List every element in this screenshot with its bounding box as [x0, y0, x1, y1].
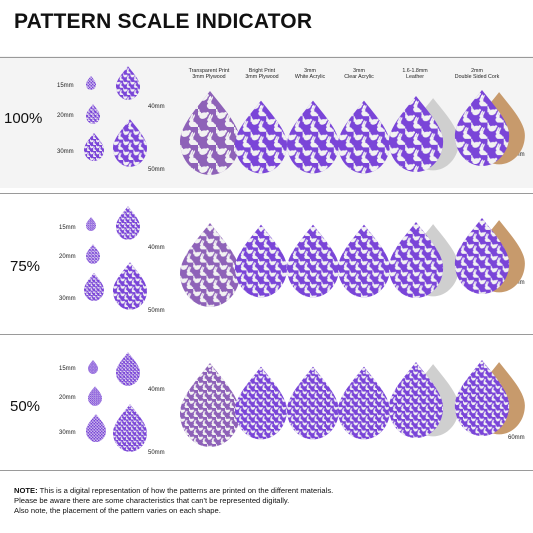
teardrop-sample-small	[88, 386, 102, 406]
teardrop-material	[287, 224, 339, 298]
teardrop-sample-small	[84, 273, 104, 301]
size-label-40: 40mm	[148, 387, 165, 393]
size-label-40: 40mm	[148, 104, 165, 110]
teardrop-cork	[454, 218, 525, 294]
size-label-60: 60mm	[508, 435, 525, 441]
teardrop-material	[338, 224, 390, 298]
teardrop-material	[338, 366, 390, 440]
material-header: Bright Print 3mm Plywood	[245, 68, 279, 81]
size-label-20: 20mm	[59, 254, 76, 260]
teardrop-cork	[454, 360, 525, 436]
size-label-30: 30mm	[59, 296, 76, 302]
material-header: 1.6-1.8mm Leather	[402, 68, 428, 81]
scale-label-100: 100%	[4, 110, 43, 127]
teardrop-sample-large	[113, 119, 147, 167]
page-title: PATTERN SCALE INDICATOR	[14, 10, 313, 33]
teardrop-sample-small	[84, 133, 104, 161]
teardrop-leather	[388, 222, 459, 298]
size-label-15: 15mm	[59, 225, 76, 231]
footnote: NOTE: This is a digital representation o…	[14, 486, 333, 515]
teardrop-material	[287, 366, 339, 440]
size-label-50: 50mm	[148, 450, 165, 456]
teardrop-transparent-plywood	[180, 223, 240, 307]
scale-label-50: 50%	[10, 398, 41, 415]
teardrop-transparent-plywood	[180, 91, 240, 175]
size-label-30: 30mm	[59, 430, 76, 436]
size-label-50: 50mm	[148, 167, 165, 173]
teardrop-sample-small	[86, 244, 100, 264]
teardrop-sample-small	[86, 217, 96, 231]
row-divider	[0, 334, 533, 335]
teardrop-sample-large	[116, 66, 140, 100]
teardrop-material	[287, 100, 339, 174]
size-label-15: 15mm	[59, 366, 76, 372]
teardrop-sample-large	[113, 262, 147, 310]
material-header: Transparent Print 3mm Plywood	[188, 68, 230, 81]
teardrop-leather	[388, 362, 459, 438]
size-label-20: 20mm	[59, 395, 76, 401]
size-label-30: 30mm	[57, 149, 74, 155]
teardrop-sample-small	[86, 414, 106, 442]
teardrop-sample-small	[86, 104, 100, 124]
size-label-20: 20mm	[57, 113, 74, 119]
teardrop-sample-small	[88, 360, 98, 374]
teardrop-material	[235, 366, 287, 440]
teardrop-sample-large	[116, 352, 140, 386]
material-header: 2mm Double Sided Cork	[454, 68, 500, 81]
size-label-15: 15mm	[57, 83, 74, 89]
teardrop-sample-large	[116, 206, 140, 240]
size-label-40: 40mm	[148, 245, 165, 251]
size-label-50: 50mm	[148, 308, 165, 314]
note-line-2: Please be aware there are some character…	[14, 495, 290, 505]
teardrop-cork	[454, 90, 525, 166]
note-label: NOTE:	[14, 486, 38, 495]
material-header: 3mm White Acrylic	[294, 68, 326, 81]
teardrop-material	[235, 224, 287, 298]
scale-label-75: 75%	[10, 258, 41, 275]
note-line-3: Also note, the placement of the pattern …	[14, 505, 221, 515]
teardrop-sample-large	[113, 404, 147, 452]
row-divider	[0, 470, 533, 471]
teardrop-transparent-plywood	[180, 363, 240, 447]
row-divider	[0, 193, 533, 194]
row-divider	[0, 57, 533, 58]
note-line-1: This is a digital representation of how …	[37, 486, 334, 495]
teardrop-material	[338, 100, 390, 174]
teardrop-material	[235, 100, 287, 174]
teardrop-sample-small	[86, 76, 96, 90]
teardrop-leather	[388, 96, 459, 172]
material-header: 3mm Clear Acrylic	[344, 68, 374, 81]
